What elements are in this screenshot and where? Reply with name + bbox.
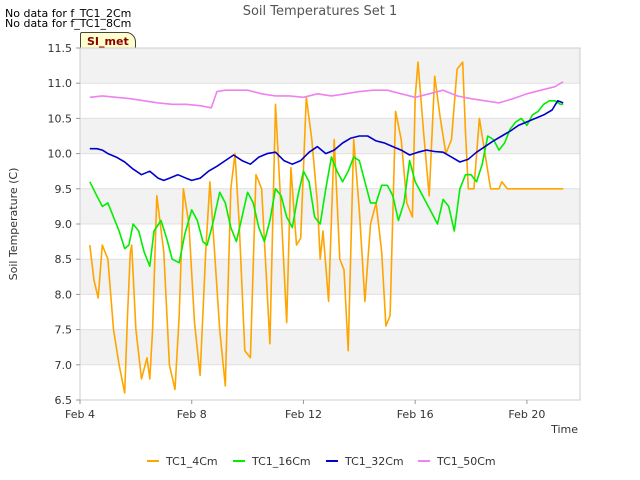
y-tick-label: 11.5 [48, 42, 73, 55]
series-line-TC1_16Cm [89, 100, 564, 268]
no-data-note-2: No data for f_TC1_8Cm [5, 17, 132, 30]
legend-label-TC1_4Cm: TC1_4Cm [165, 455, 218, 468]
site-badge: SI_met [80, 32, 136, 51]
y-tick-label: 6.5 [55, 394, 73, 407]
legend-label-TC1_16Cm: TC1_16Cm [251, 455, 311, 468]
y-tick-label: 8.5 [55, 253, 73, 266]
y-tick-label: 7.5 [55, 324, 73, 337]
y-tick-label: 7.0 [55, 359, 73, 372]
x-tick-label: Feb 8 [177, 408, 207, 421]
grid-band [80, 329, 580, 365]
grid-band [80, 48, 580, 84]
series-line-TC1_32Cm [89, 100, 564, 182]
y-tick-label: 11.0 [48, 77, 73, 90]
y-tick-label: 10.0 [48, 148, 73, 161]
grid-band [80, 188, 580, 224]
y-tick-label: 10.5 [48, 112, 73, 125]
grid-band [80, 118, 580, 154]
x-tick-label: Feb 20 [508, 408, 545, 421]
y-tick-label: 9.0 [55, 218, 73, 231]
x-tick-label: Feb 4 [65, 408, 95, 421]
no-data-note-1: No data for f_TC1_2Cm [5, 7, 132, 20]
x-axis-label: Time [550, 423, 578, 436]
legend-label-TC1_32Cm: TC1_32Cm [344, 455, 404, 468]
y-tick-label: 9.5 [55, 183, 73, 196]
y-axis-label: Soil Temperature (C) [7, 168, 20, 281]
x-tick-label: Feb 12 [285, 408, 322, 421]
legend-label-TC1_50Cm: TC1_50Cm [436, 455, 496, 468]
x-tick-label: Feb 16 [397, 408, 434, 421]
series-line-TC1_50Cm [89, 81, 564, 109]
y-tick-label: 8.0 [55, 288, 73, 301]
chart-title: Soil Temperatures Set 1 [243, 4, 398, 19]
